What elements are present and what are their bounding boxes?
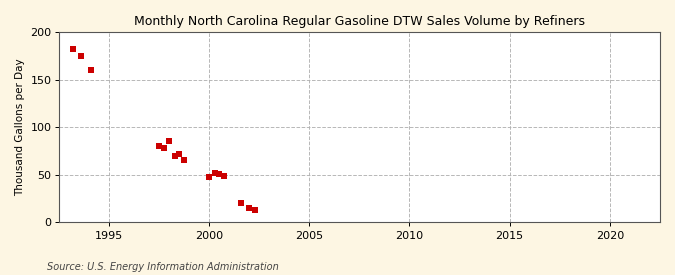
Point xyxy=(169,153,180,158)
Y-axis label: Thousand Gallons per Day: Thousand Gallons per Day xyxy=(15,58,25,196)
Point xyxy=(173,152,184,156)
Point xyxy=(85,68,96,72)
Point xyxy=(159,146,169,150)
Point xyxy=(219,174,230,178)
Point xyxy=(213,172,224,176)
Point xyxy=(250,208,261,212)
Text: Source: U.S. Energy Information Administration: Source: U.S. Energy Information Administ… xyxy=(47,262,279,272)
Point xyxy=(76,54,86,58)
Point xyxy=(204,175,215,179)
Point xyxy=(236,201,246,206)
Point xyxy=(163,138,174,143)
Point xyxy=(153,144,164,148)
Point xyxy=(68,47,78,51)
Point xyxy=(178,157,189,162)
Point xyxy=(244,206,254,210)
Point xyxy=(209,171,220,175)
Title: Monthly North Carolina Regular Gasoline DTW Sales Volume by Refiners: Monthly North Carolina Regular Gasoline … xyxy=(134,15,585,28)
